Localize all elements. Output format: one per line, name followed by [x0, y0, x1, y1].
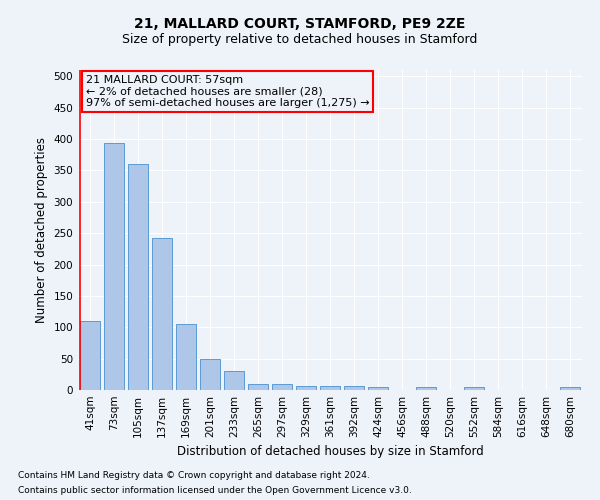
Bar [80, 321, 100, 390]
Bar [200, 358, 220, 390]
Bar [248, 384, 268, 390]
Bar [104, 144, 124, 390]
Bar [416, 388, 436, 390]
Bar [272, 384, 292, 390]
Y-axis label: Number of detached properties: Number of detached properties [35, 137, 48, 323]
Bar [296, 386, 316, 390]
Text: Size of property relative to detached houses in Stamford: Size of property relative to detached ho… [122, 32, 478, 46]
Bar [224, 371, 244, 390]
X-axis label: Distribution of detached houses by size in Stamford: Distribution of detached houses by size … [176, 446, 484, 458]
Text: 21, MALLARD COURT, STAMFORD, PE9 2ZE: 21, MALLARD COURT, STAMFORD, PE9 2ZE [134, 18, 466, 32]
Bar [152, 238, 172, 390]
Bar [368, 388, 388, 390]
Bar [464, 388, 484, 390]
Bar [560, 388, 580, 390]
Text: Contains HM Land Registry data © Crown copyright and database right 2024.: Contains HM Land Registry data © Crown c… [18, 471, 370, 480]
Bar [320, 386, 340, 390]
Bar [344, 386, 364, 390]
Bar [176, 324, 196, 390]
Bar [128, 164, 148, 390]
Text: 21 MALLARD COURT: 57sqm
← 2% of detached houses are smaller (28)
97% of semi-det: 21 MALLARD COURT: 57sqm ← 2% of detached… [86, 75, 369, 108]
Text: Contains public sector information licensed under the Open Government Licence v3: Contains public sector information licen… [18, 486, 412, 495]
